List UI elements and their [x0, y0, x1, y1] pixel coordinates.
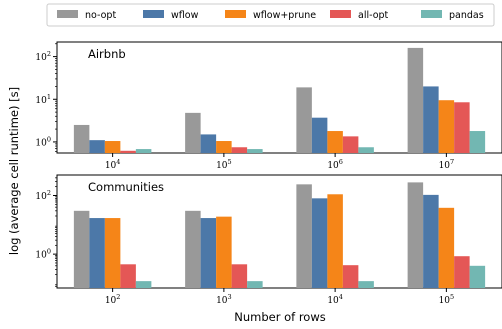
x-tick-label: 105 [216, 158, 232, 171]
legend-swatch [421, 10, 442, 18]
y-tick-label: 102 [35, 50, 51, 63]
panel-title: Communities [88, 180, 164, 194]
bar-pandas [358, 147, 374, 153]
bar-no-opt [407, 47, 424, 153]
bar-wflow [89, 218, 105, 288]
legend-frame [46, 3, 495, 27]
legend-swatch [57, 10, 78, 18]
legend-item-all-opt: all-opt [330, 10, 389, 21]
bar-wflow [200, 218, 217, 288]
bar-wflow [311, 198, 328, 288]
legend-swatch [143, 10, 164, 18]
x-tick-label: 102 [105, 293, 121, 306]
bar-all-opt [231, 147, 248, 153]
bar-wflow [423, 194, 439, 288]
x-axis-label: Number of rows [234, 310, 326, 324]
bar-no-opt [407, 182, 424, 288]
bar-all-opt [342, 136, 359, 153]
legend-item-wflow: wflow [143, 10, 199, 21]
legend-label: pandas [449, 10, 484, 21]
legend-label: wflow [171, 10, 199, 21]
bar-wflow [423, 86, 439, 153]
y-tick-label: 101 [35, 93, 51, 106]
bar-all-opt [342, 265, 359, 288]
x-tick-label: 107 [439, 158, 455, 171]
y-tick-label: 100 [35, 135, 51, 148]
y-tick-label: 102 [35, 189, 51, 202]
panel-title: Airbnb [88, 47, 126, 61]
legend-item-wflow-prune: wflow+prune [225, 10, 316, 21]
bar-pandas [135, 281, 152, 288]
legend-item-pandas: pandas [421, 10, 484, 21]
x-tick-label: 104 [327, 293, 343, 306]
bar-pandas [358, 281, 374, 288]
bar-wflow-prune [438, 207, 455, 288]
bar-no-opt [73, 210, 90, 288]
bar-no-opt [185, 210, 201, 288]
bar-wflow-prune [327, 131, 343, 153]
legend-swatch [225, 10, 246, 18]
panel-communities: Communities 100 102 102 103 104 105 [35, 174, 502, 306]
bar-wflow-prune [216, 216, 232, 288]
bar-wflow-prune [327, 194, 343, 288]
bar-wflow-prune [438, 100, 455, 153]
x-tick-label: 103 [216, 293, 232, 306]
legend-label: wflow+prune [253, 10, 316, 21]
bar-wflow-prune [104, 141, 121, 153]
bar-pandas [247, 149, 263, 153]
bar-no-opt [296, 184, 312, 288]
legend-label: no-opt [85, 10, 116, 21]
bar-all-opt [231, 264, 248, 288]
bar-wflow [89, 140, 105, 153]
bar-wflow-prune [216, 141, 232, 153]
bar-all-opt [454, 256, 470, 288]
bar-pandas [247, 281, 263, 288]
bar-no-opt [185, 112, 201, 153]
bar-no-opt [296, 87, 312, 153]
bar-no-opt [73, 124, 90, 153]
legend-item-no-opt: no-opt [57, 10, 116, 21]
x-tick-label: 106 [327, 158, 343, 171]
plot-frame [56, 41, 502, 154]
y-axis-label: log (average cell runtime) [s] [7, 87, 21, 255]
legend-swatch [330, 10, 351, 18]
bar-wflow [200, 134, 217, 153]
legend-label: all-opt [358, 10, 389, 21]
bar-all-opt [120, 150, 136, 153]
panel-airbnb: Airbnb 100 101 102 104 105 106 107 [35, 41, 502, 171]
x-tick-label: 105 [439, 293, 455, 306]
bar-pandas [135, 149, 152, 153]
bar-wflow [311, 117, 328, 153]
bar-all-opt [454, 102, 470, 153]
bar-wflow-prune [104, 218, 121, 288]
bar-pandas [469, 265, 486, 288]
bar-all-opt [120, 264, 136, 288]
y-tick-label: 100 [35, 248, 51, 261]
legend: no-opt wflow wflow+prune all-opt pandas [46, 3, 495, 27]
bar-pandas [469, 131, 486, 153]
x-tick-label: 104 [105, 158, 121, 171]
